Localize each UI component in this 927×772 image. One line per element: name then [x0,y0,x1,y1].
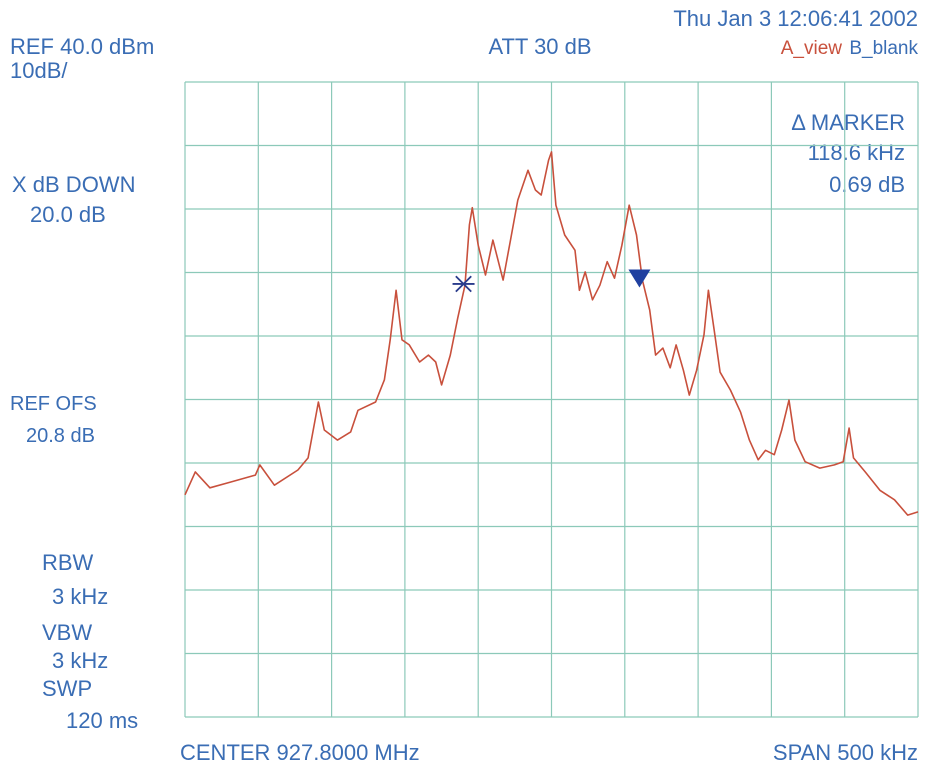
ref-level: REF 40.0 dBm [10,34,154,59]
trace [184,151,919,516]
trace-b-label: B_blank [849,38,918,59]
marker-triangle [628,269,651,288]
ref-ofs-title: REF OFS [10,393,97,415]
swp-value: 120 ms [66,708,138,733]
swp-title: SWP [42,676,92,701]
rbw-value: 3 kHz [52,584,108,609]
marker-title: Δ MARKER [791,110,905,135]
marker-freq: 118.6 kHz [808,140,905,165]
attenuation: ATT 30 dB [488,34,591,59]
xdb-title: X dB DOWN [12,172,135,197]
timestamp: Thu Jan 3 12:06:41 2002 [673,6,918,31]
vbw-value: 3 kHz [52,648,108,673]
ref-ofs-value: 20.8 dB [26,425,95,447]
rbw-title: RBW [42,550,94,575]
vbw-title: VBW [42,620,92,645]
marker-asterisk [452,275,475,293]
marker-level: 0.69 dB [829,172,905,197]
scale: 10dB/ [10,58,68,83]
xdb-value: 20.0 dB [30,202,106,227]
span: SPAN 500 kHz [773,740,918,765]
center-frequency: CENTER 927.8000 MHz [180,740,420,765]
trace-a-label: A_view [781,38,843,59]
